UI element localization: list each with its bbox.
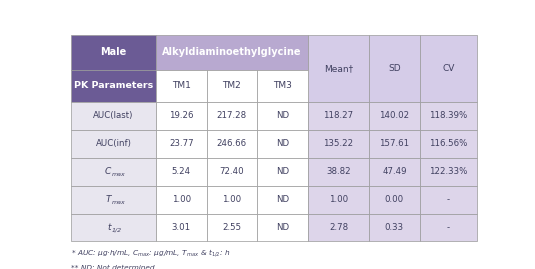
Bar — [257, 102, 308, 130]
Text: 1.00: 1.00 — [329, 195, 348, 204]
Text: ** ND: Not determined: ** ND: Not determined — [71, 265, 155, 269]
Text: TM1: TM1 — [172, 81, 191, 90]
Text: ND: ND — [276, 167, 289, 176]
Bar — [207, 186, 257, 214]
Bar — [207, 70, 257, 102]
Text: Male: Male — [101, 47, 127, 58]
Bar — [71, 130, 156, 158]
Text: t: t — [108, 223, 111, 232]
Bar — [71, 186, 156, 214]
Text: 1.00: 1.00 — [223, 195, 241, 204]
Bar — [308, 36, 369, 102]
Bar — [257, 130, 308, 158]
Text: SD: SD — [388, 64, 401, 73]
Text: 19.26: 19.26 — [169, 111, 194, 120]
Bar — [156, 36, 308, 70]
Bar — [369, 130, 420, 158]
Bar — [420, 158, 477, 186]
Text: AUC(inf): AUC(inf) — [96, 139, 132, 148]
Text: 38.82: 38.82 — [326, 167, 351, 176]
Text: max: max — [112, 200, 126, 205]
Text: PK Parameters: PK Parameters — [74, 81, 153, 90]
Bar — [156, 70, 207, 102]
Bar — [71, 70, 156, 102]
Bar — [420, 102, 477, 130]
Bar — [420, 36, 477, 102]
Text: * AUC: $\mathit{\mu}$g·h/mL, $\mathit{C}$$_{\mathit{max}}$: $\mathit{\mu}$g/mL, : * AUC: $\mathit{\mu}$g·h/mL, $\mathit{C}… — [71, 248, 231, 259]
Text: ND: ND — [276, 111, 289, 120]
Bar — [369, 158, 420, 186]
Bar — [369, 36, 420, 102]
Bar — [308, 158, 369, 186]
Text: 118.39%: 118.39% — [430, 111, 468, 120]
Text: 5.24: 5.24 — [172, 167, 191, 176]
Text: 1/2: 1/2 — [112, 228, 122, 233]
Bar — [71, 36, 156, 70]
Bar — [257, 214, 308, 242]
Bar — [420, 214, 477, 242]
Text: 1.00: 1.00 — [172, 195, 191, 204]
Bar — [308, 214, 369, 242]
Bar — [308, 102, 369, 130]
Text: Mean†: Mean† — [324, 64, 353, 73]
Text: 2.78: 2.78 — [329, 223, 348, 232]
Bar — [369, 214, 420, 242]
Text: 72.40: 72.40 — [219, 167, 244, 176]
Text: AUC(last): AUC(last) — [93, 111, 134, 120]
Text: 135.22: 135.22 — [323, 139, 354, 148]
Text: 3.01: 3.01 — [172, 223, 191, 232]
Text: 140.02: 140.02 — [379, 111, 409, 120]
Bar — [156, 214, 207, 242]
Bar — [71, 214, 156, 242]
Text: ND: ND — [276, 223, 289, 232]
Text: 23.77: 23.77 — [169, 139, 194, 148]
Bar — [420, 130, 477, 158]
Text: ND: ND — [276, 139, 289, 148]
Bar — [71, 102, 156, 130]
Text: 0.00: 0.00 — [385, 195, 404, 204]
Bar — [257, 70, 308, 102]
Bar — [71, 158, 156, 186]
Text: Alkyldiaminoethylglycine: Alkyldiaminoethylglycine — [162, 47, 302, 58]
Bar — [308, 186, 369, 214]
Text: 246.66: 246.66 — [217, 139, 247, 148]
Bar — [207, 102, 257, 130]
Text: T: T — [105, 195, 111, 204]
Text: 157.61: 157.61 — [379, 139, 409, 148]
Text: max: max — [112, 172, 126, 177]
Bar — [369, 102, 420, 130]
Bar — [257, 186, 308, 214]
Text: 0.33: 0.33 — [385, 223, 404, 232]
Bar — [156, 102, 207, 130]
Bar — [257, 158, 308, 186]
Text: CV: CV — [442, 64, 455, 73]
Bar — [156, 186, 207, 214]
Text: 47.49: 47.49 — [382, 167, 407, 176]
Text: 2.55: 2.55 — [223, 223, 241, 232]
Text: 217.28: 217.28 — [217, 111, 247, 120]
Bar — [207, 214, 257, 242]
Bar — [308, 130, 369, 158]
Bar — [369, 186, 420, 214]
Text: TM2: TM2 — [223, 81, 241, 90]
Bar — [207, 130, 257, 158]
Text: 122.33%: 122.33% — [430, 167, 468, 176]
Text: -: - — [447, 223, 450, 232]
Bar — [156, 130, 207, 158]
Text: 116.56%: 116.56% — [430, 139, 468, 148]
Text: 118.27: 118.27 — [323, 111, 354, 120]
Text: ND: ND — [276, 195, 289, 204]
Text: C: C — [105, 167, 111, 176]
Text: TM3: TM3 — [273, 81, 292, 90]
Bar — [156, 158, 207, 186]
Bar — [420, 186, 477, 214]
Text: -: - — [447, 195, 450, 204]
Bar — [207, 158, 257, 186]
